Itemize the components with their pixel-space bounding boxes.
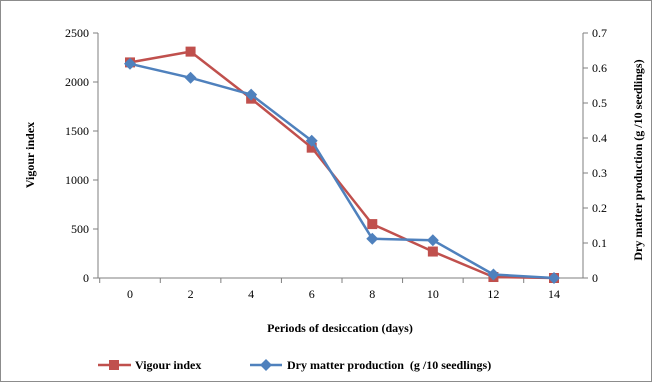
x-axis-title: Periods of desiccation (days) bbox=[267, 321, 413, 335]
x-tick-label: 4 bbox=[248, 287, 254, 301]
series-line-vigour-index bbox=[129, 50, 555, 280]
left-tick-label: 2000 bbox=[65, 75, 89, 89]
x-tick-label: 8 bbox=[369, 287, 375, 301]
legend-label-vigour-index: Vigour index bbox=[135, 358, 201, 372]
data-point-dry-matter bbox=[426, 234, 439, 247]
left-axis-title: Vigour index bbox=[23, 122, 37, 188]
data-point-vigour-index bbox=[427, 246, 438, 257]
legend-marker-vigour-index bbox=[109, 360, 119, 370]
legend-item-dry-matter: Dry matter production (g /10 seedlings) bbox=[250, 358, 491, 372]
right-tick-label: 0.7 bbox=[592, 26, 607, 40]
x-tick-label: 14 bbox=[548, 287, 560, 301]
right-tick-label: 0.4 bbox=[592, 131, 607, 145]
data-point-dry-matter bbox=[245, 88, 258, 101]
right-tick-group: 0 0.1 0.2 0.3 0.4 0.5 0.6 0.7 bbox=[583, 26, 607, 285]
x-tick-label: 10 bbox=[427, 287, 439, 301]
left-tick-label: 2500 bbox=[65, 26, 89, 40]
x-tick-label: 0 bbox=[127, 287, 133, 301]
data-point-dry-matter bbox=[366, 232, 379, 245]
right-tick-label: 0.6 bbox=[592, 61, 607, 75]
data-point-dry-matter bbox=[124, 57, 136, 70]
legend-item-vigour-index: Vigour index bbox=[98, 358, 201, 372]
x-tick-label: 6 bbox=[309, 287, 315, 301]
series-line-dry-matter bbox=[129, 62, 555, 280]
x-tick-label: 12 bbox=[487, 287, 499, 301]
x-tick-label: 2 bbox=[188, 287, 194, 301]
series-layer bbox=[124, 46, 560, 284]
right-tick-label: 0.3 bbox=[592, 166, 607, 180]
right-axis-title: Dry matter production (g /10 seedlings) bbox=[631, 59, 645, 260]
legend-marker-dry-matter bbox=[260, 359, 272, 371]
left-tick-label: 0 bbox=[83, 271, 89, 285]
right-tick-label: 0.2 bbox=[592, 201, 607, 215]
x-tick-group: 0 2 4 6 8 10 12 14 bbox=[99, 278, 560, 301]
data-point-dry-matter bbox=[487, 268, 500, 281]
data-point-vigour-index bbox=[306, 142, 317, 153]
right-tick-label: 0.5 bbox=[592, 96, 607, 110]
left-tick-group: 0 500 1000 1500 2000 2500 bbox=[65, 26, 98, 285]
plot-area: 0 500 1000 1500 2000 2500 0 0.1 0.2 0.3 0.4 0.5 0.6… bbox=[65, 26, 607, 301]
right-tick-label: 0.1 bbox=[592, 236, 607, 250]
left-tick-label: 500 bbox=[71, 222, 89, 236]
right-tick-label: 0 bbox=[592, 271, 598, 285]
legend: Vigour index Dry matter production (g /1… bbox=[98, 358, 491, 372]
data-point-dry-matter bbox=[184, 71, 197, 84]
legend-label-dry-matter: Dry matter production (g /10 seedlings) bbox=[287, 358, 491, 372]
left-tick-label: 1500 bbox=[65, 124, 89, 138]
left-tick-label: 1000 bbox=[65, 173, 89, 187]
data-point-dry-matter bbox=[548, 272, 560, 284]
data-point-vigour-index bbox=[185, 46, 196, 57]
data-point-vigour-index bbox=[367, 219, 378, 230]
data-point-dry-matter bbox=[305, 134, 318, 147]
